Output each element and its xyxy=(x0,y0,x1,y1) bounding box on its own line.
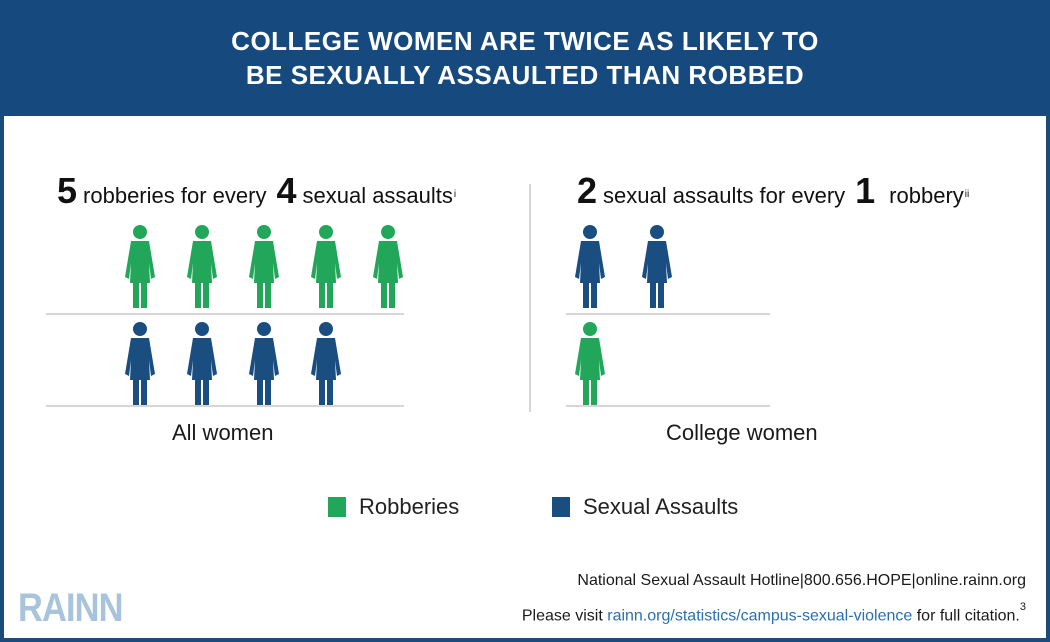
header-title-line-1: COLLEGE WOMEN ARE TWICE AS LIKELY TO xyxy=(231,26,819,56)
left-title-text-1: robberies for every xyxy=(83,183,267,208)
hotline-line: National Sexual Assault Hotline|800.656.… xyxy=(577,572,1026,589)
right-panel-title: 2 sexual assaults for every 1 robbery ii xyxy=(577,170,969,214)
header-banner: COLLEGE WOMEN ARE TWICE AS LIKELY TO BE … xyxy=(0,0,1050,116)
figure-robberies xyxy=(311,225,341,308)
left-panel-caption: All women xyxy=(172,420,274,445)
left-panel-title: 5 robberies for every 4 sexual assaults … xyxy=(57,170,456,214)
figure-sexual-assaults xyxy=(125,322,155,405)
right-title-text-1: sexual assaults for every xyxy=(603,183,846,208)
figure-robberies xyxy=(249,225,279,308)
figure-robberies xyxy=(575,322,605,405)
right-assaults-count: 2 xyxy=(577,170,598,211)
figure-robberies xyxy=(125,225,155,308)
right-robberies-count: 1 xyxy=(855,170,876,211)
legend-sexual-assaults: Sexual Assaults xyxy=(552,490,738,524)
citation-link[interactable]: rainn.org/statistics/campus-sexual-viole… xyxy=(607,607,913,625)
left-title-text-2: sexual assaults xyxy=(302,183,453,208)
legend-robberies-swatch xyxy=(328,497,346,517)
citation-line: Please visit rainn.org/statistics/campus… xyxy=(521,601,1026,625)
legend-assaults-label: Sexual Assaults xyxy=(583,494,739,519)
legend-assaults-swatch xyxy=(552,497,570,517)
right-title-text-2: robbery xyxy=(889,183,964,208)
citation-suffix: for full citation. xyxy=(916,607,1020,625)
citation-prefix: Please visit xyxy=(521,607,603,625)
figure-sexual-assaults xyxy=(575,225,605,308)
figure-sexual-assaults xyxy=(187,322,217,405)
figure-robberies xyxy=(373,225,403,308)
legend-robberies-label: Robberies xyxy=(359,494,460,519)
header-title-line-2: BE SEXUALLY ASSAULTED THAN ROBBED xyxy=(245,60,805,90)
figure-robberies xyxy=(187,225,217,308)
figure-sexual-assaults xyxy=(642,225,672,308)
left-footnote-marker: i xyxy=(453,189,457,200)
citation-number: 3 xyxy=(1019,601,1026,613)
right-footnote-marker: ii xyxy=(964,189,970,200)
legend-robberies: Robberies xyxy=(328,490,459,524)
left-robberies-count: 5 xyxy=(57,170,78,211)
left-assaults-count: 4 xyxy=(276,170,297,211)
rainn-logo: RAINN xyxy=(18,586,123,630)
figure-sexual-assaults xyxy=(249,322,279,405)
figure-sexual-assaults xyxy=(311,322,341,405)
right-panel-caption: College women xyxy=(666,420,818,445)
